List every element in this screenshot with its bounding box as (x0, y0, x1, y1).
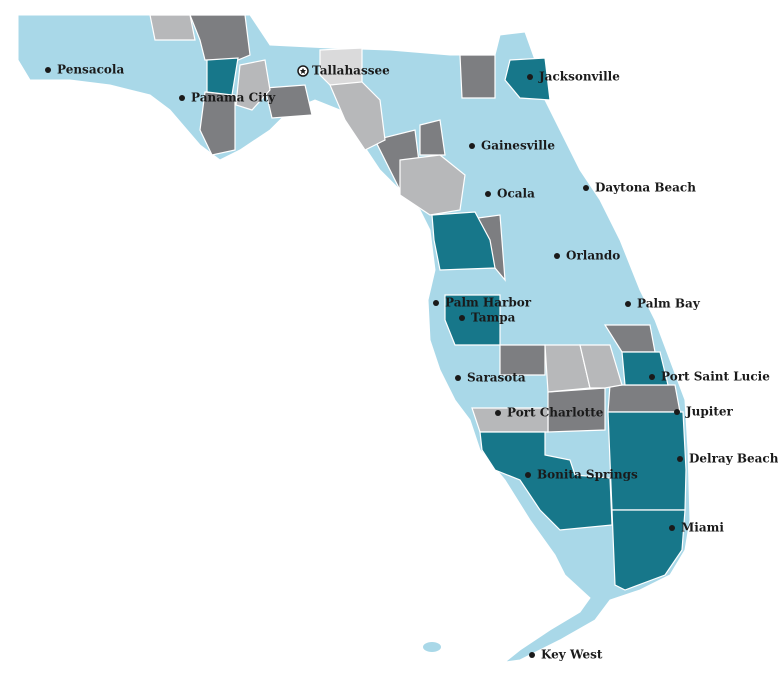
city-dot (525, 472, 531, 478)
city-dot (45, 67, 51, 73)
city-label: Sarasota (467, 371, 526, 385)
city-dot (455, 375, 461, 381)
city-label: Panama City (191, 91, 276, 105)
city-label: Pensacola (57, 63, 124, 77)
city-dot (625, 301, 631, 307)
city-dot (485, 191, 491, 197)
city-label: Key West (541, 648, 603, 662)
city-dot (433, 300, 439, 306)
city-label: Palm Bay (637, 297, 701, 311)
city-dot (649, 374, 655, 380)
capital-star (300, 68, 306, 74)
city-dot (459, 315, 465, 321)
city-label: Orlando (566, 249, 620, 263)
city-dot (674, 409, 680, 415)
city-dot (529, 652, 535, 658)
city-label: Ocala (497, 187, 535, 201)
city-dot (583, 185, 589, 191)
city-dot (495, 410, 501, 416)
counties (149, 14, 687, 591)
city-label: Daytona Beach (595, 181, 696, 195)
city-dot (179, 95, 185, 101)
city-label: Delray Beach (689, 452, 778, 466)
city-label: Bonita Springs (537, 468, 638, 482)
city-dot (677, 456, 683, 462)
city-dot (669, 525, 675, 531)
city-dot (469, 143, 475, 149)
city-label: Tallahassee (312, 64, 390, 78)
city-label: Tampa (471, 311, 516, 325)
city-dot (554, 253, 560, 259)
city-layer: Pensacola Panama City Tallahassee Jacksonvi… (45, 63, 778, 662)
city-label: Port Saint Lucie (661, 370, 770, 384)
city-label: Miami (681, 521, 724, 535)
city-label: Jupiter (685, 405, 734, 419)
city-label: Jacksonville (538, 70, 620, 84)
city-label: Port Charlotte (507, 406, 604, 420)
city-label: Palm Harbor (445, 296, 532, 310)
city-dot (527, 74, 533, 80)
city-label: Gainesville (481, 139, 555, 153)
